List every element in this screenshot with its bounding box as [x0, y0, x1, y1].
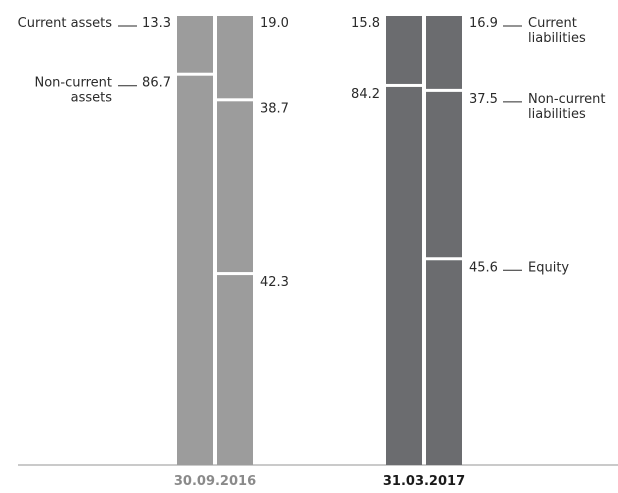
group-2-liabilities-current-liabilities-value: 16.9: [469, 16, 498, 31]
group-1-liabilities-non-current-liabilities-value: 38.7: [260, 101, 289, 116]
group-1-liabilities-non-current-liabilities-segment: [217, 101, 253, 273]
group-2-liabilities-equity-label: Equity: [528, 260, 569, 275]
group-2-liabilities-current-liabilities-segment: [426, 16, 462, 89]
group-2-liabilities-current-liabilities-label: liabilities: [528, 31, 586, 46]
group-2-liabilities-non-current-liabilities-label: liabilities: [528, 107, 586, 122]
group-2-assets-non-current-assets-value: 84.2: [351, 87, 380, 102]
group-2-assets-non-current-assets-segment: [386, 86, 422, 465]
group-1-liabilities-equity-value: 42.3: [260, 275, 289, 290]
group-1-assets-non-current-assets-segment: [177, 75, 213, 465]
group-2-liabilities-equity-segment: [426, 260, 462, 465]
group-2-liabilities-non-current-liabilities-segment: [426, 91, 462, 258]
group-2-liabilities-non-current-liabilities-label: Non-current: [528, 92, 606, 107]
group-1-assets-current-assets-value: 13.3: [142, 16, 171, 31]
group-1-assets-non-current-assets-label: Non-current: [34, 76, 112, 91]
group-2-assets-current-assets-segment: [386, 16, 422, 84]
group-2-liabilities-equity-value: 45.6: [469, 260, 498, 275]
group-1-assets-non-current-assets-label: assets: [71, 91, 113, 106]
group-1-liabilities-current-liabilities-value: 19.0: [260, 16, 289, 31]
group-2-assets-current-assets-value: 15.8: [351, 16, 380, 31]
group-2-liabilities-non-current-liabilities-value: 37.5: [469, 92, 498, 107]
group-1-liabilities-equity-segment: [217, 275, 253, 465]
group-1-date-label: 30.09.2016: [174, 474, 256, 489]
group-1-liabilities-current-liabilities-segment: [217, 16, 253, 99]
group-1-assets-current-assets-label: Current assets: [18, 16, 113, 31]
group-2-liabilities-current-liabilities-label: Current: [528, 16, 577, 31]
group-1-assets-current-assets-segment: [177, 16, 213, 73]
group-1-assets-non-current-assets-value: 86.7: [142, 76, 171, 91]
group-2-date-label: 31.03.2017: [383, 474, 465, 489]
